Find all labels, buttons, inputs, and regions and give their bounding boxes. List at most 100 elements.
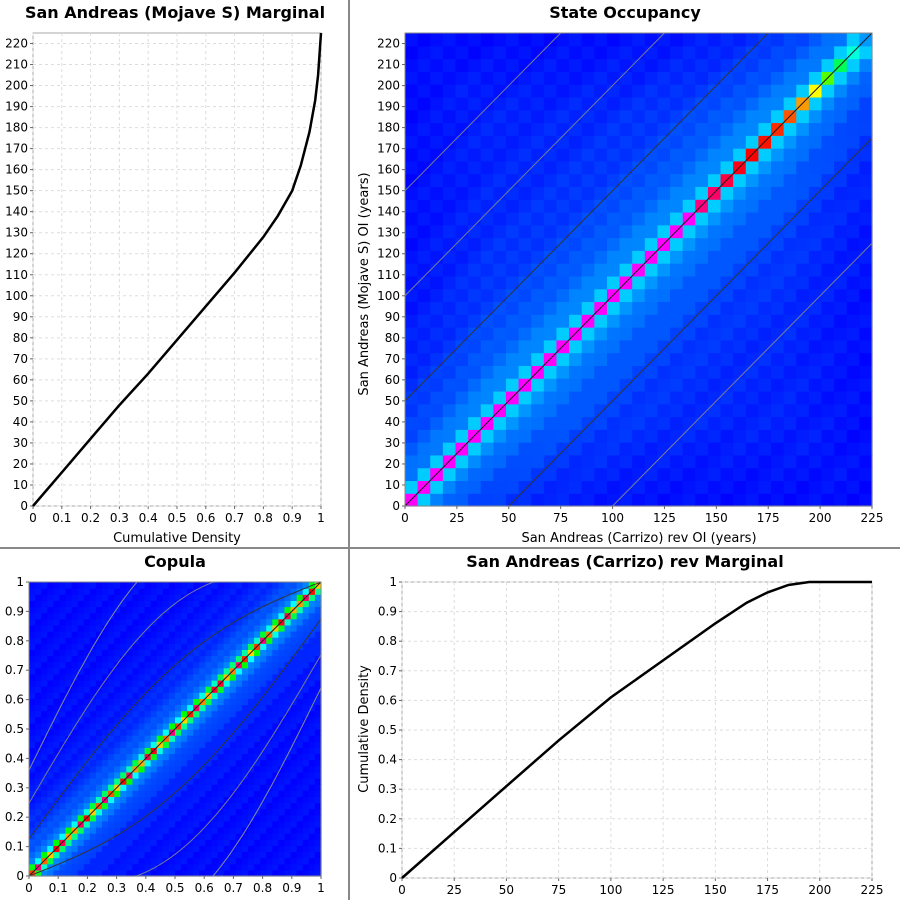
heatmap-cell: [670, 237, 684, 251]
heatmap-cell: [569, 378, 583, 392]
heatmap-cell: [594, 390, 608, 405]
heatmap-cell: [71, 869, 79, 877]
heatmap-cell: [138, 820, 146, 828]
heatmap-cell: [47, 716, 54, 724]
heatmap-cell: [217, 765, 225, 773]
heatmap-cell: [89, 729, 97, 736]
heatmap-cell: [205, 784, 213, 791]
heatmap-cell: [83, 784, 91, 791]
heatmap-cell: [783, 390, 797, 405]
heatmap-cell: [468, 135, 482, 149]
heatmap-cell: [71, 649, 79, 657]
heatmap-cell: [619, 109, 633, 124]
heatmap-cell: [102, 716, 109, 724]
heatmap-cell: [71, 771, 79, 779]
heatmap-cell: [493, 84, 507, 98]
heatmap-cell: [808, 135, 823, 149]
heatmap-cell: [144, 606, 152, 614]
heatmap-cell: [632, 301, 646, 315]
heatmap-cell: [657, 416, 671, 430]
heatmap-cell: [670, 493, 684, 507]
heatmap-cell: [296, 612, 304, 620]
heatmap-cell: [302, 820, 310, 828]
heatmap-cell: [505, 275, 520, 290]
heatmap-cell: [771, 301, 785, 315]
heatmap-cell: [181, 643, 188, 650]
heatmap-cell: [771, 173, 785, 187]
heatmap-cell: [205, 729, 213, 736]
heatmap-cell: [682, 314, 696, 328]
heatmap-cell: [102, 631, 109, 638]
heatmap-cell: [241, 833, 249, 840]
heatmap-cell: [132, 643, 140, 650]
heatmap-cell: [302, 722, 310, 730]
x-tick-label: 0.1: [52, 511, 71, 525]
heatmap-cell: [126, 729, 134, 736]
heatmap-cell: [168, 747, 176, 755]
heatmap-cell: [707, 173, 722, 187]
heatmap-cell: [199, 759, 207, 767]
heatmap-cell: [260, 600, 267, 608]
heatmap-cell: [29, 753, 36, 761]
heatmap-cell: [308, 827, 316, 834]
heatmap-cell: [47, 753, 54, 761]
x-tick-label: 0.9: [282, 881, 301, 895]
heatmap-cell: [168, 643, 176, 650]
heatmap-cell: [108, 637, 115, 644]
heatmap-cell: [205, 802, 213, 810]
heatmap-cell: [290, 582, 298, 589]
heatmap-cell: [114, 680, 121, 687]
heatmap-cell: [102, 600, 109, 608]
heatmap-cell: [71, 606, 79, 614]
heatmap-cell: [175, 839, 182, 846]
heatmap-cell: [619, 493, 633, 507]
heatmap-cell: [296, 716, 304, 724]
heatmap-cell: [745, 480, 759, 494]
y-tick-label: 0: [392, 499, 400, 513]
heatmap-cell: [59, 765, 67, 773]
heatmap-cell: [796, 365, 810, 379]
heatmap-cell: [254, 588, 261, 595]
heatmap-cell: [468, 199, 482, 213]
heatmap-cell: [150, 820, 158, 828]
heatmap-cell: [531, 416, 545, 430]
heatmap-cell: [581, 33, 595, 47]
heatmap-cell: [248, 643, 255, 650]
heatmap-cell: [187, 624, 194, 632]
heatmap-cell: [272, 618, 280, 626]
heatmap-cell: [290, 802, 298, 810]
y-tick-label: 70: [385, 352, 400, 366]
heatmap-cell: [41, 692, 48, 699]
heatmap-cell: [670, 352, 684, 366]
heatmap-cell: [181, 747, 188, 755]
heatmap-cell: [846, 416, 860, 430]
x-tick-label: 200: [809, 511, 832, 525]
heatmap-cell: [41, 802, 48, 810]
heatmap-cell: [71, 747, 79, 755]
heatmap-cell: [834, 314, 848, 328]
heatmap-cell: [606, 442, 621, 456]
heatmap-cell: [156, 814, 164, 822]
heatmap-cell: [229, 680, 237, 687]
heatmap-cell: [89, 869, 97, 877]
heatmap-cell: [720, 148, 734, 162]
heatmap-cell: [223, 802, 231, 810]
heatmap-cell: [41, 655, 48, 663]
heatmap-cell: [493, 173, 507, 187]
heatmap-cell: [108, 778, 115, 785]
heatmap-cell: [644, 148, 659, 162]
heatmap-cell: [619, 390, 633, 405]
heatmap-cell: [733, 327, 747, 341]
heatmap-cell: [199, 771, 207, 779]
heatmap-cell: [442, 288, 457, 303]
heatmap-cell: [284, 637, 292, 644]
heatmap-cell: [302, 735, 310, 742]
heatmap-cell: [284, 698, 292, 706]
y-tick-label: 0.5: [378, 723, 397, 737]
heatmap-cell: [108, 582, 115, 589]
heatmap-cell: [89, 637, 97, 644]
heatmap-cell: [834, 122, 848, 136]
heatmap-cell: [193, 680, 200, 687]
heatmap-cell: [296, 778, 304, 785]
heatmap-cell: [83, 747, 91, 755]
